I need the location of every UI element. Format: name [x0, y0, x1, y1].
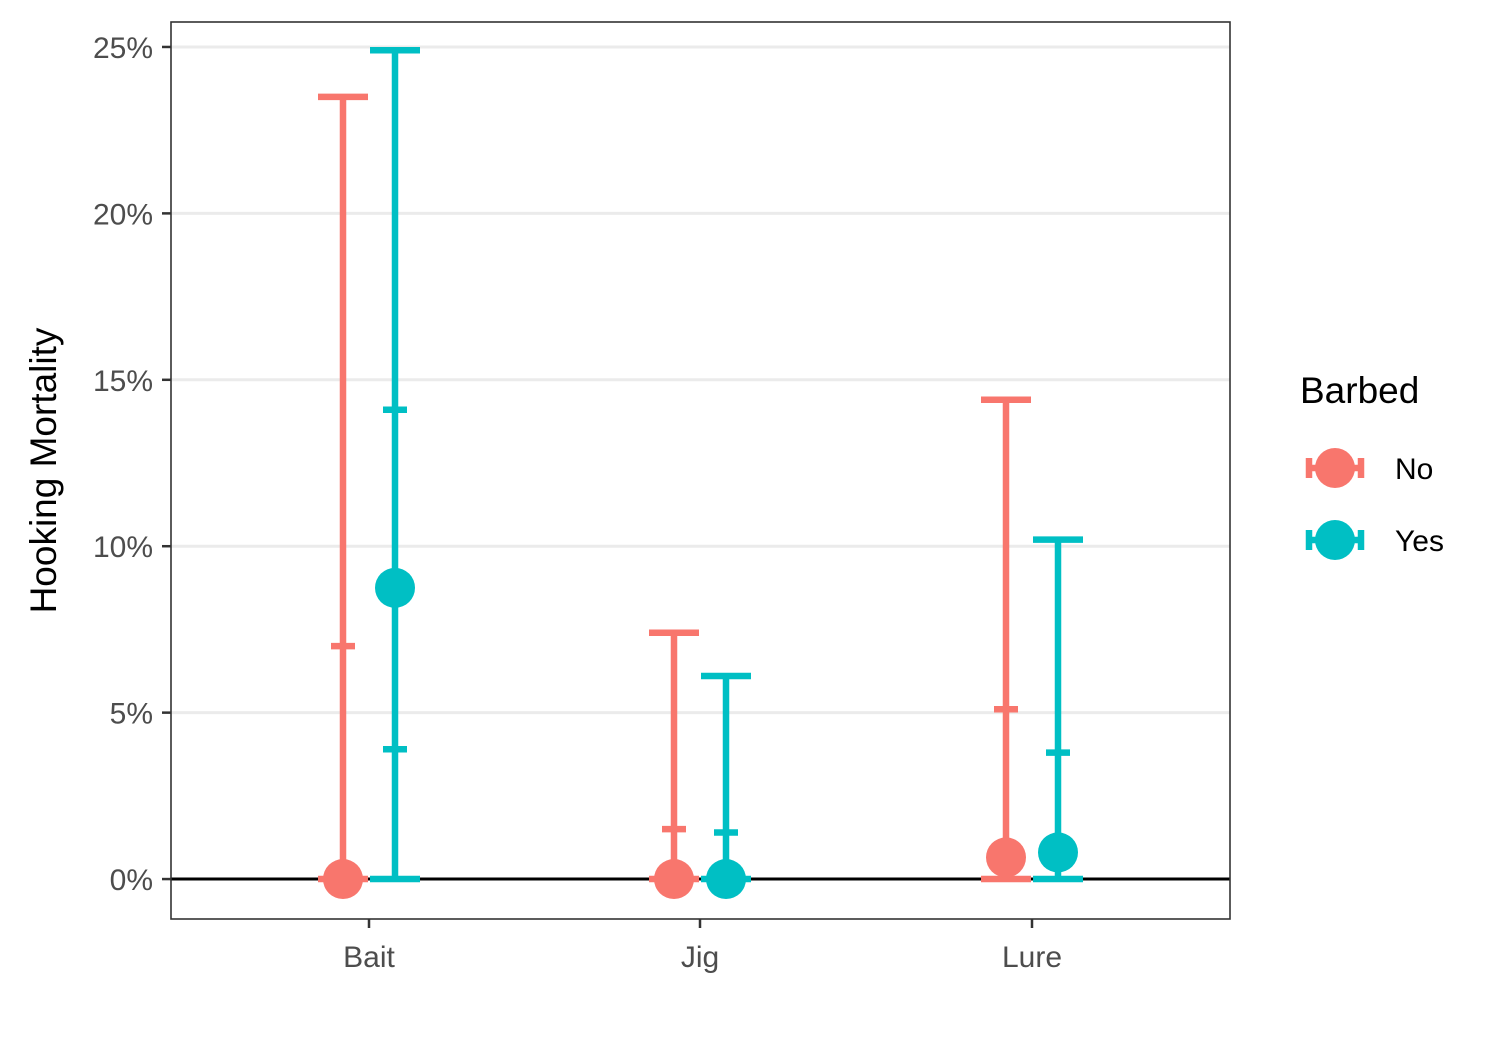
legend-key-point: [1315, 448, 1355, 488]
x-axis: Bait Jig Lure: [343, 919, 1062, 974]
plot-panel-border: [170, 21, 1231, 920]
y-tick-label: 5%: [110, 698, 153, 731]
legend-key-point: [1315, 520, 1355, 560]
x-tick-label: Jig: [681, 941, 719, 974]
y-axis-title: Hooking Mortality: [23, 327, 64, 613]
point-estimate-no-lure: [986, 837, 1026, 878]
point-estimate-no-bait: [323, 859, 363, 900]
legend-label: No: [1395, 453, 1433, 486]
y-tick-label: 15%: [93, 365, 153, 398]
legend-items: No Yes: [1305, 448, 1444, 560]
grid-lines: [171, 45, 1230, 881]
point-estimate-yes-lure: [1038, 832, 1078, 873]
error-bars: [318, 47, 1083, 883]
legend-title: Barbed: [1300, 370, 1419, 411]
point-estimate-yes-jig: [706, 859, 746, 900]
point-estimate-no-jig: [654, 859, 694, 900]
x-tick-label: Lure: [1002, 941, 1062, 974]
x-tick-label: Bait: [343, 941, 395, 974]
point-estimate-yes-bait: [375, 567, 415, 608]
y-tick-label: 25%: [93, 32, 153, 65]
legend-item-no: No: [1305, 448, 1433, 488]
y-tick-label: 0%: [110, 864, 153, 897]
legend-label: Yes: [1395, 525, 1444, 558]
point-estimates: [323, 567, 1078, 900]
y-tick-label: 20%: [93, 198, 153, 231]
y-axis: 0% 5% 10% 15% 20% 25%: [93, 32, 171, 897]
legend-item-yes: Yes: [1305, 520, 1444, 560]
legend: Barbed No Yes: [1300, 370, 1444, 560]
y-tick-label: 10%: [93, 531, 153, 564]
